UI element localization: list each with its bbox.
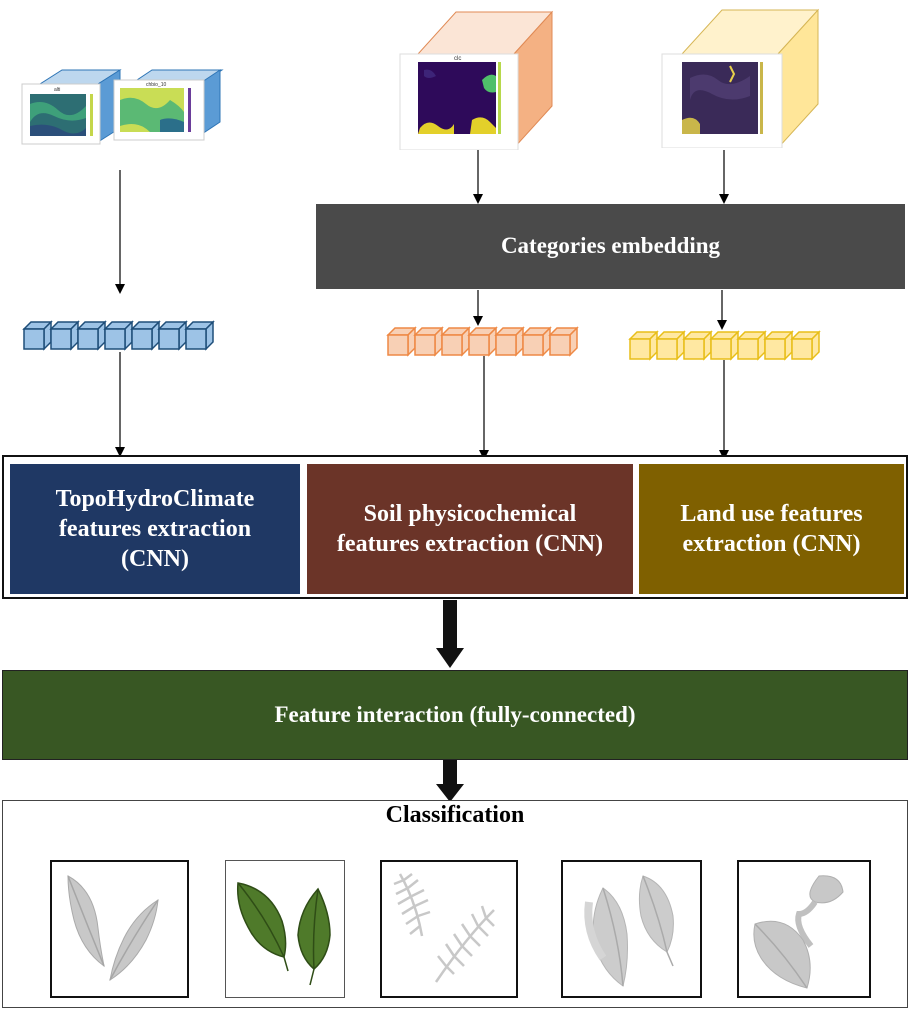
class-3-leaf-box (380, 860, 518, 998)
landuse-extraction-box: Land use features extraction (CNN) (639, 464, 904, 594)
class-2-leaf-box (225, 860, 345, 998)
topo-extraction-box: TopoHydroClimate features extraction (CN… (10, 464, 300, 594)
topo-input-maps: alti chbio_10 (21, 69, 224, 145)
classification-title: Classification (385, 802, 525, 828)
categories-embedding-label: Categories embedding (500, 233, 721, 259)
chbio-map-title: chbio_10 (146, 82, 167, 88)
landuse-input-map (661, 8, 820, 148)
banana-leaves-icon (67, 875, 159, 982)
feature-interaction-label: Feature interaction (fully-connected) (274, 701, 636, 727)
soil-extraction-label: Soil physicochemical features extraction… (336, 501, 604, 557)
soil-map-title: clc (454, 56, 461, 62)
topo-extraction-label: TopoHydroClimate features extraction (CN… (55, 486, 255, 572)
class-4-leaf-box (561, 860, 702, 998)
class-1-leaf-box (50, 860, 189, 998)
green-leaves-icon (236, 882, 331, 986)
palm-fronds-icon (393, 873, 495, 983)
alti-map-title: alti (54, 87, 60, 93)
soil-input-map: clc (399, 10, 554, 150)
landuse-extraction-label: Land use features extraction (CNN) (680, 501, 863, 557)
categories-embedding-box: Categories embedding (316, 204, 905, 289)
topo-feature-vector (22, 320, 215, 351)
landuse-feature-vector (628, 330, 821, 361)
broad-leaves-icon (584, 875, 674, 987)
soil-feature-vector (386, 326, 579, 357)
class-5-leaf-box (737, 860, 871, 998)
feature-interaction-box: Feature interaction (fully-connected) (2, 670, 908, 760)
soil-extraction-box: Soil physicochemical features extraction… (307, 464, 633, 594)
round-leaves-icon (753, 875, 844, 989)
